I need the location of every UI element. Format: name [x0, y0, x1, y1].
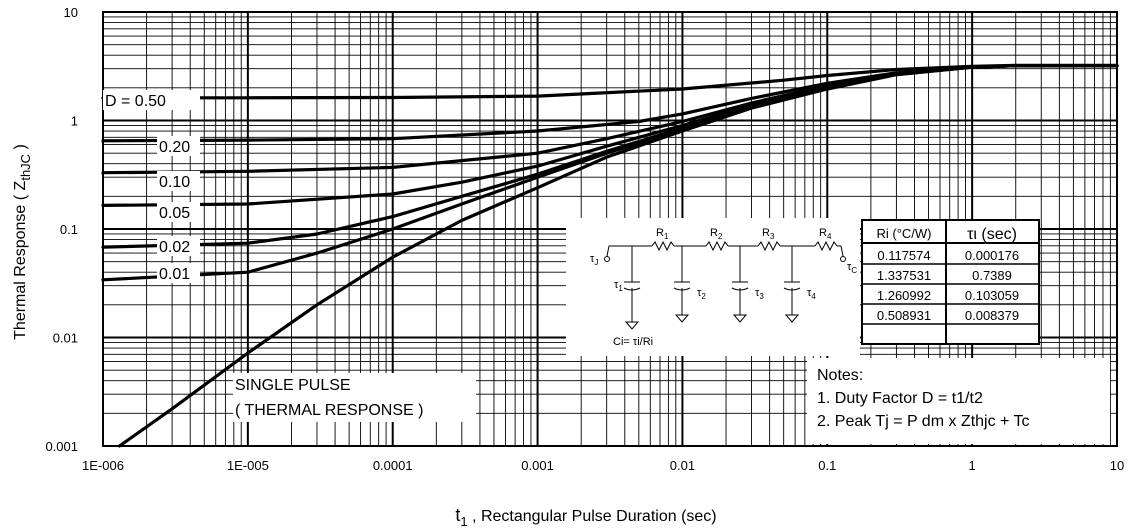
- label-single-pulse: SINGLE PULSE: [235, 377, 351, 394]
- table-cell: 1.337531: [877, 268, 931, 283]
- notes-line1: 1. Duty Factor D = t1/t2: [817, 390, 983, 407]
- r3-label: R3: [762, 227, 775, 241]
- label-d020: 0.20: [159, 139, 190, 156]
- plot-frame: [102, 11, 1118, 447]
- series-line-3: [101, 64, 1119, 207]
- label-d010: 0.10: [159, 174, 190, 191]
- table-cell: 0.117574: [877, 248, 930, 263]
- r2-label: R2: [710, 227, 723, 241]
- notes-box: Notes: 1. Duty Factor D = t1/t2 2. Peak …: [807, 358, 1110, 444]
- x-tick-label: 0.1: [818, 458, 836, 473]
- x-tick-label: 0.01: [670, 458, 695, 473]
- r4-label: R4: [819, 227, 832, 241]
- x-tick-labels: 1E-006 1E-005 0.0001 0.001 0.01 0.1 1 10: [82, 458, 1124, 473]
- x-tick-label: 0.001: [521, 458, 554, 473]
- label-d050: D = 0.50: [105, 93, 166, 110]
- x-tick-label: 10: [1110, 458, 1124, 473]
- rc-parameter-table: Ri (°C/W) τι (sec) 0.117574 0.000176 1.3…: [861, 219, 1040, 345]
- table-cell: 0.103059: [965, 288, 1019, 303]
- tau2-label: τ2: [697, 287, 706, 301]
- tau1-label: τ1: [614, 279, 623, 293]
- y-tick-label: 0.01: [53, 331, 78, 346]
- x-tick-label: 0.0001: [373, 458, 413, 473]
- curves: [101, 63, 1119, 448]
- table-header-tau: τι (sec): [967, 226, 1017, 243]
- table-cell: 0.000176: [965, 248, 1019, 263]
- notes-line2: 2. Peak Tj = P dm x Zthjc + Tc: [817, 413, 1030, 430]
- y-tick-label: 10: [64, 5, 78, 20]
- notes-title: Notes:: [817, 367, 863, 384]
- r1-label: R1: [656, 227, 669, 241]
- x-axis-title: t1 , Rectangular Pulse Duration (sec): [455, 505, 716, 529]
- label-d005: 0.05: [159, 205, 190, 222]
- curve-labels: D = 0.50 0.20 0.10 0.05 0.02 0.01 SINGLE…: [103, 90, 476, 422]
- series-line-6: [117, 64, 1119, 448]
- label-thermal-response: ( THERMAL RESPONSE ): [235, 402, 423, 419]
- tau-c-label: τC: [847, 261, 857, 275]
- x-tick-label: 1: [969, 458, 976, 473]
- series-line-1: [101, 64, 1119, 143]
- label-d001: 0.01: [159, 266, 190, 283]
- x-tick-label: 1E-005: [227, 458, 269, 473]
- ci-formula: Ci= τi/Ri: [613, 336, 653, 348]
- table-cell: 0.508931: [877, 308, 931, 323]
- y-tick-labels: 0.001 0.01 0.1 1 10: [45, 5, 78, 454]
- x-tick-label: 1E-006: [82, 458, 124, 473]
- tau-j-label: τJ: [590, 253, 598, 267]
- tau4-label: τ4: [807, 287, 816, 301]
- y-tick-label: 0.001: [45, 439, 78, 454]
- y-axis-title: Thermal Response ( ZthJC ): [12, 144, 33, 340]
- tau3-label: τ3: [755, 287, 764, 301]
- y-tick-label: 1: [71, 114, 78, 129]
- table-header-ri: Ri (°C/W): [876, 226, 931, 241]
- y-tick-label: 0.1: [60, 222, 78, 237]
- rc-network-inset: τJ τC R1 R2 R3 R4 τ1 τ2 τ3 τ4 Ci= τi/Ri: [566, 218, 860, 356]
- table-cell: 0.008379: [965, 308, 1019, 323]
- label-d002: 0.02: [159, 239, 190, 256]
- series-line-0: [101, 63, 1119, 100]
- table-cell: 1.260992: [877, 288, 931, 303]
- table-cell: 0.7389: [972, 268, 1012, 283]
